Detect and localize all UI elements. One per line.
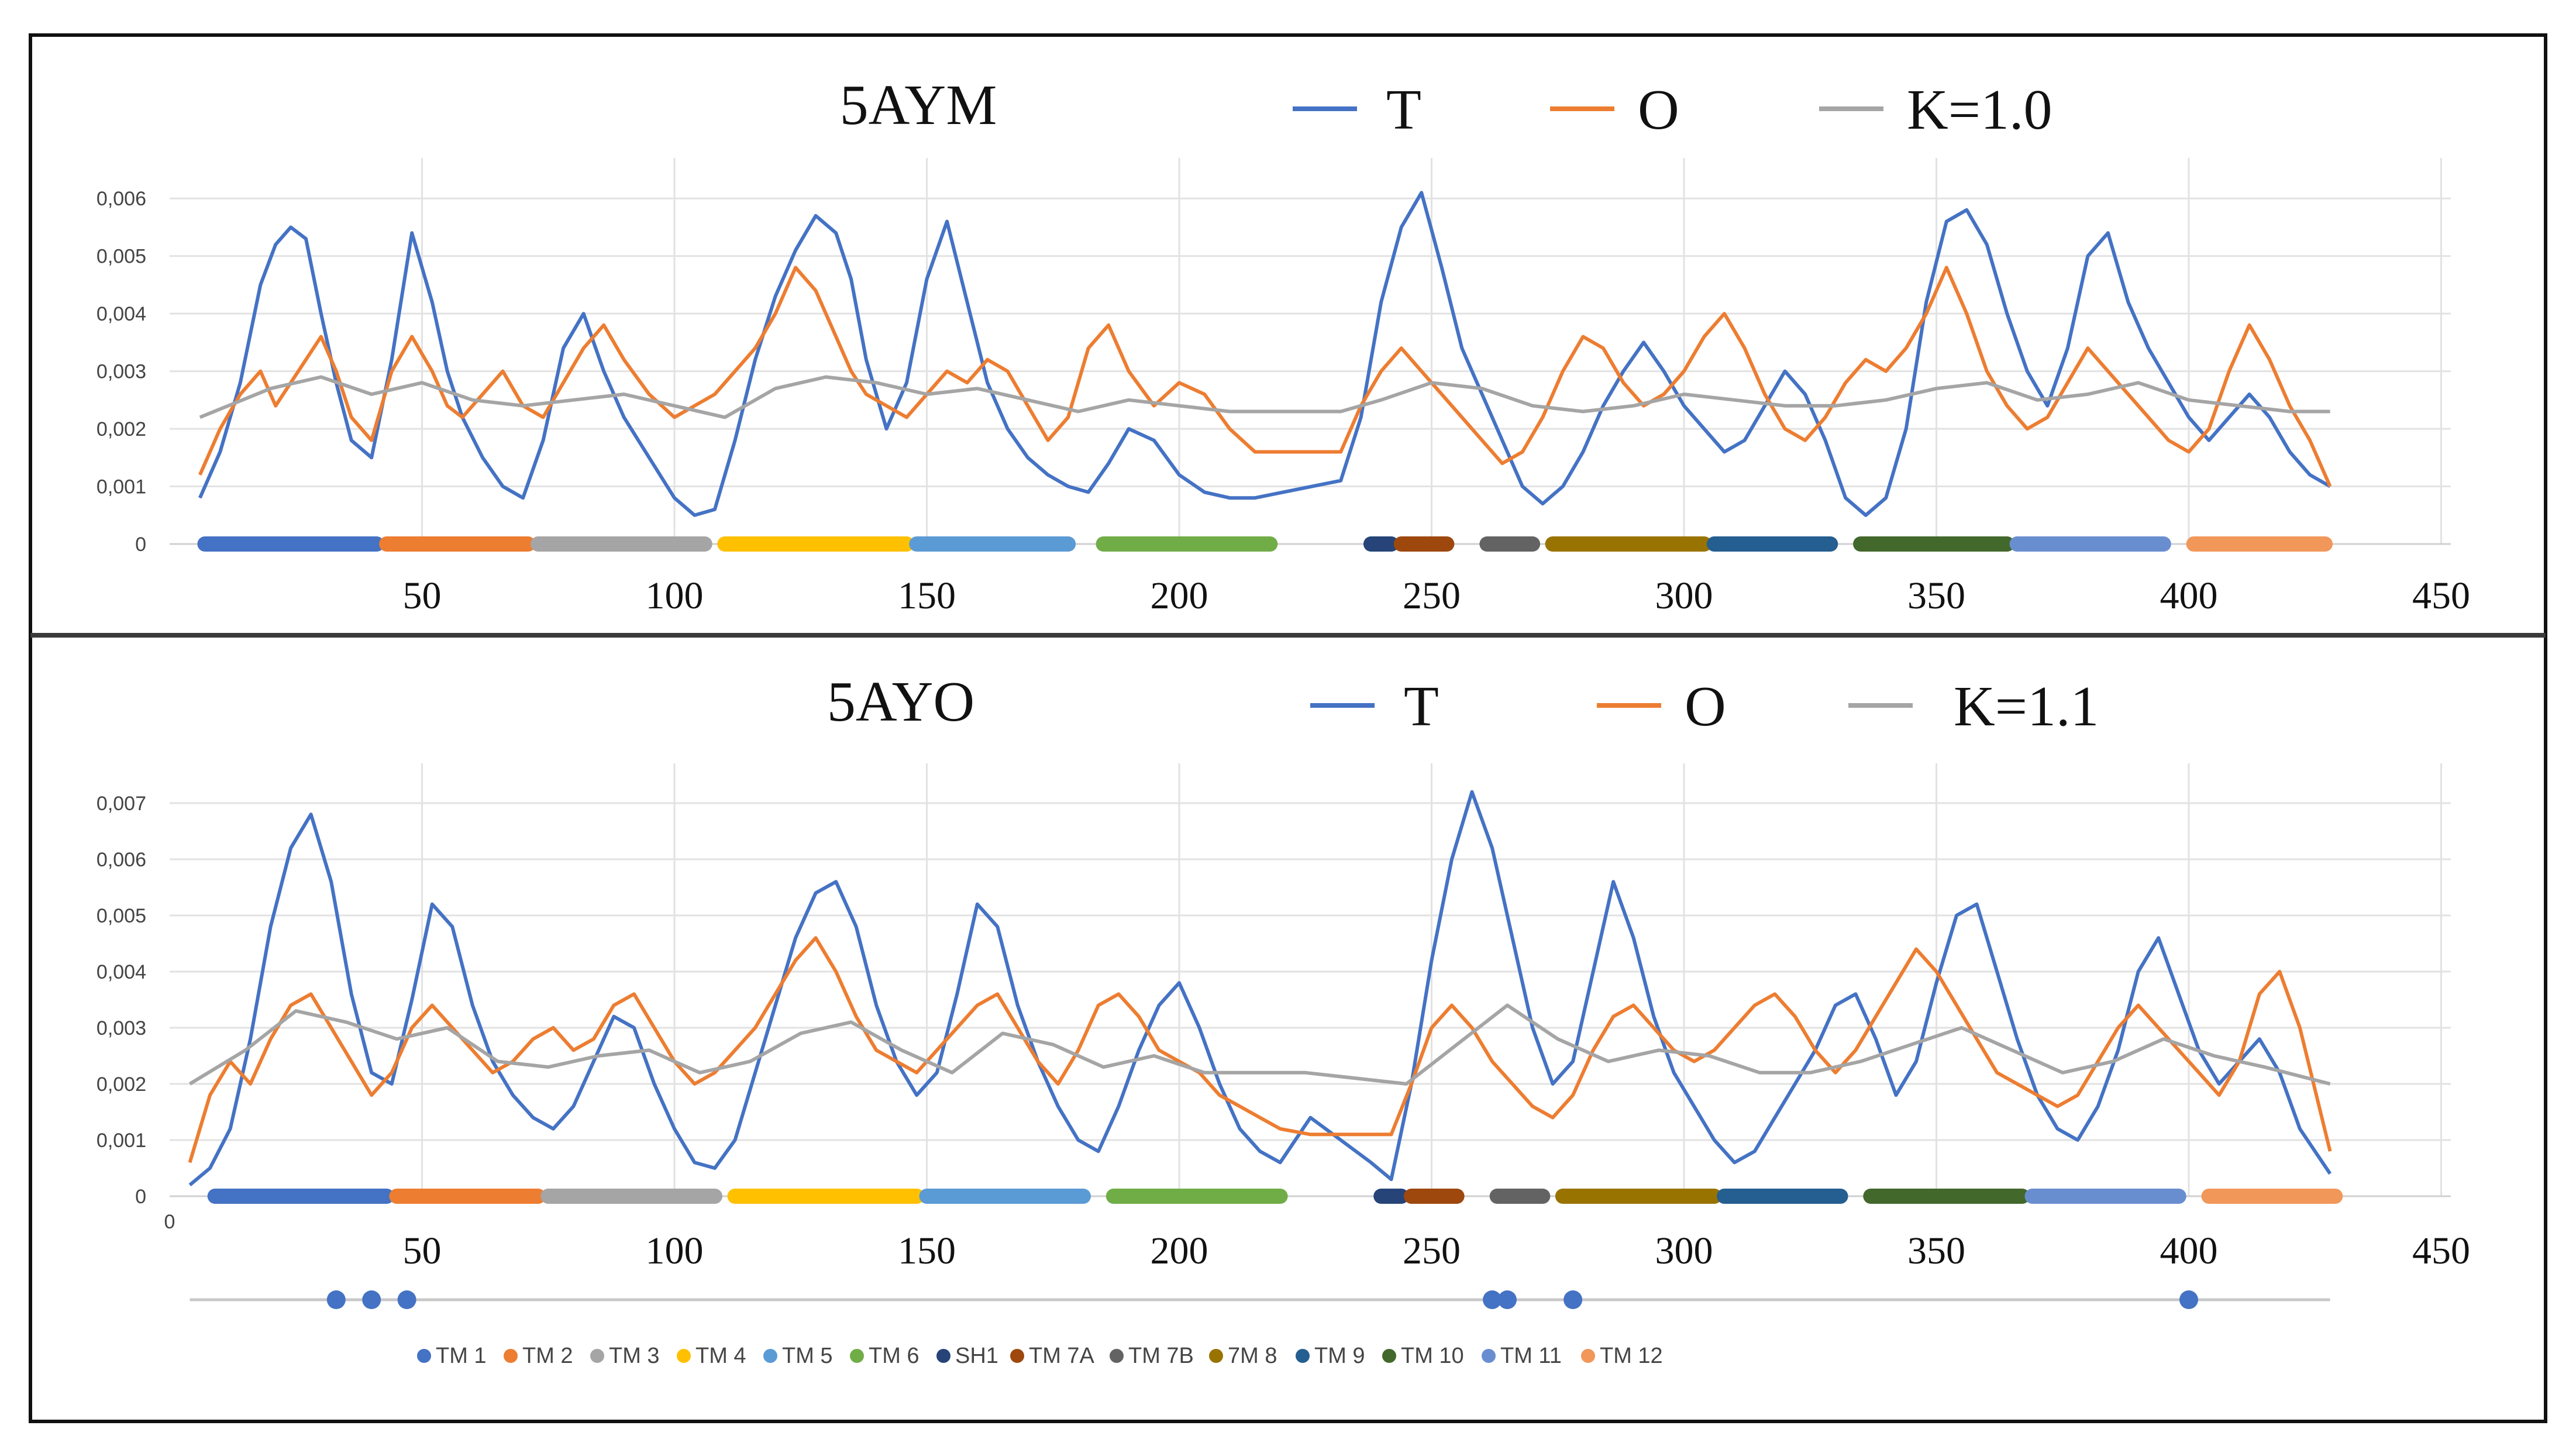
x-tick-label: 350: [1907, 1230, 1965, 1272]
category-swatch-tm-9: [1296, 1349, 1310, 1363]
category-swatch-tm-2: [504, 1349, 518, 1363]
series-line-k-1-0: [199, 375, 2330, 419]
category-swatch-sh1: [936, 1349, 950, 1363]
series-line-k-1-1: [188, 1003, 2331, 1086]
category-swatch-tm-1: [417, 1349, 431, 1363]
legend-label: O: [1685, 675, 1726, 738]
chart-title: 5AYO: [827, 670, 974, 734]
category-swatch-tm-12: [1581, 1349, 1595, 1363]
category-label: TM 6: [869, 1344, 919, 1368]
marker-dot: [1563, 1290, 1583, 1309]
y-tick-label: 0: [135, 1186, 146, 1208]
y-tick-label: 0,002: [97, 1073, 146, 1096]
category-swatch-tm-7a: [1010, 1349, 1024, 1363]
x-tick-label: 200: [1151, 1230, 1208, 1272]
x-tick-label: 150: [898, 574, 956, 617]
category-swatch-tm-3: [590, 1349, 604, 1363]
x-tick-label: 100: [646, 574, 704, 617]
chart-title: 5AYM: [840, 74, 997, 137]
category-swatch-tm-10: [1382, 1349, 1396, 1363]
x-tick-label: 50: [403, 1230, 442, 1272]
category-swatch-7m-8: [1209, 1349, 1223, 1363]
y-tick-label: 0,003: [97, 1017, 146, 1039]
y-tick-label: 0,006: [97, 849, 146, 871]
y-tick-label: 0,003: [97, 361, 146, 383]
x-tick-label: 50: [403, 574, 442, 617]
category-label: TM 11: [1500, 1344, 1562, 1368]
x-tick-label: 250: [1403, 574, 1461, 617]
marker-dot: [397, 1290, 416, 1309]
series-line-o: [188, 936, 2332, 1163]
marker-dot: [362, 1290, 381, 1309]
marker-dot: [2179, 1290, 2198, 1309]
legend-label: T: [1404, 675, 1439, 738]
category-label: TM 5: [782, 1344, 833, 1368]
category-swatch-tm-11: [1482, 1349, 1496, 1363]
category-swatch-tm-4: [677, 1349, 691, 1363]
x-tick-label: 450: [2412, 574, 2470, 617]
legend-label: K=1.0: [1907, 78, 2052, 142]
category-label: TM 3: [609, 1344, 660, 1368]
y-tick-label: 0,004: [97, 303, 146, 325]
category-label: TM 7B: [1128, 1344, 1194, 1368]
category-legend: TM 1 TM 2 TM 3 TM 4 TM 5 TM 6 SH1 TM 7A TM 7B 7M …: [190, 1290, 2330, 1368]
category-swatch-tm-7b: [1110, 1349, 1124, 1363]
category-swatch-tm-5: [763, 1349, 777, 1363]
y-tick-label: 0,004: [97, 961, 146, 983]
y-tick-label: 0,007: [97, 793, 146, 815]
marker-dot: [1497, 1290, 1517, 1309]
category-swatch-tm-6: [850, 1349, 864, 1363]
category-label: SH1: [955, 1344, 998, 1368]
series-line-t: [188, 790, 2332, 1187]
legend-label: O: [1638, 78, 1679, 142]
x-tick-label: 300: [1655, 1230, 1713, 1272]
marker-dot: [326, 1290, 346, 1309]
category-label: TM 9: [1314, 1344, 1365, 1368]
category-label: TM 4: [695, 1344, 746, 1368]
series-line-t: [198, 191, 2332, 517]
category-label: TM 12: [1600, 1344, 1663, 1368]
x-tick-label: 300: [1655, 574, 1713, 617]
y-tick-label: 0,001: [97, 476, 146, 498]
x-tick-label: 150: [898, 1230, 956, 1272]
y-tick-label: 0,002: [97, 418, 146, 440]
category-label: TM 2: [522, 1344, 573, 1368]
y-tick-label: 0,005: [97, 246, 146, 268]
y-tick-label: 0,006: [97, 188, 146, 210]
figure-frame: [29, 33, 2547, 1423]
x-tick-label: 250: [1403, 1230, 1461, 1272]
x-tick-label: 400: [2160, 1230, 2218, 1272]
category-label: TM 10: [1401, 1344, 1464, 1368]
category-label: 7M 8: [1228, 1344, 1277, 1368]
legend-label: K=1.1: [1954, 675, 2099, 738]
y-tick-label: 0,005: [97, 905, 146, 927]
x-tick-label: 350: [1907, 574, 1965, 617]
x-tick-label: 100: [646, 1230, 704, 1272]
marker-dot: [1483, 1290, 1502, 1309]
x-tick-label: 0: [164, 1211, 175, 1233]
y-tick-label: 0: [135, 533, 146, 556]
legend-label: T: [1386, 78, 1421, 142]
panel-5ayo: 5AYO T O K=1.1 0 0,001 0,002 0,003 0,004 0,005 0,0…: [97, 670, 2470, 1272]
x-tick-label: 200: [1151, 574, 1208, 617]
x-tick-label: 400: [2160, 574, 2218, 617]
category-label: TM 7A: [1029, 1344, 1095, 1368]
panel-5aym: 5AYM T O K=1.0 0 0,001 0,002 0,003 0,004 0,005 0,0…: [97, 74, 2470, 617]
category-label: TM 1: [436, 1344, 487, 1368]
y-tick-label: 0,001: [97, 1130, 146, 1152]
x-tick-label: 450: [2412, 1230, 2470, 1272]
